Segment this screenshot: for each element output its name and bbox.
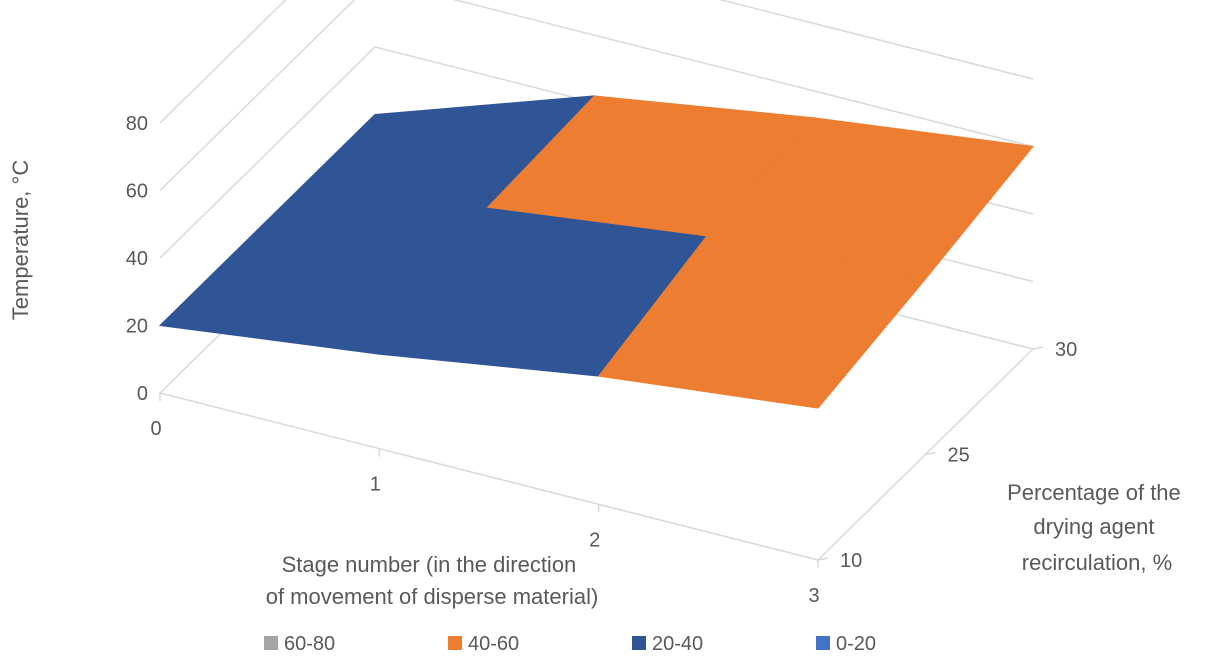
y-tick-label: 25: [948, 445, 970, 467]
x-axis-title-line-1: Stage number (in the direction: [282, 552, 577, 577]
legend-label: 60-80: [284, 633, 335, 655]
legend-swatch: [448, 636, 462, 650]
x-axis-title: Stage number (in the direction of moveme…: [266, 552, 599, 609]
y-tick-label: 30: [1055, 339, 1077, 361]
y-axis-title-line-1: Percentage of the: [1007, 480, 1181, 505]
y-axis-title: Percentage of the drying agent recircula…: [1007, 480, 1187, 575]
axes: 0 20 40 60 80 0 1 2 3 10 25 30: [126, 113, 1078, 607]
z-tick-label: 60: [126, 181, 148, 203]
y-tick-label: 10: [840, 550, 862, 572]
z-tick-label: 0: [137, 383, 148, 405]
y-tick-mark: [1032, 346, 1044, 350]
z-gridline: [159, 0, 1034, 124]
z-gridline: [159, 0, 1034, 192]
x-tick-label: 0: [150, 418, 161, 440]
y-axis-title-line-3: recirculation, %: [1022, 550, 1172, 575]
surface-patch: [597, 236, 927, 409]
y-axis-title-line-2: drying agent: [1033, 514, 1154, 539]
z-tick-label: 40: [126, 248, 148, 270]
z-tick-label: 80: [126, 113, 148, 135]
legend-label: 0-20: [836, 633, 876, 655]
z-tick-label: 20: [126, 316, 148, 338]
z-axis-title: Temperature, °C: [8, 160, 33, 321]
y-tick-mark: [817, 557, 829, 561]
legend-swatch: [264, 636, 278, 650]
legend-swatch: [632, 636, 646, 650]
x-axis-line: [159, 392, 819, 561]
x-axis-title-line-2: of movement of disperse material): [266, 584, 599, 609]
y-tick-mark: [925, 451, 936, 456]
legend: 60-80 40-60 20-40 0-20: [264, 633, 876, 655]
x-tick-label: 1: [370, 474, 381, 496]
legend-label: 20-40: [652, 633, 703, 655]
surface-plot: [158, 95, 1034, 409]
x-tick-label: 3: [808, 585, 819, 607]
x-tick-label: 2: [589, 529, 600, 551]
legend-label: 40-60: [468, 633, 519, 655]
legend-swatch: [816, 636, 830, 650]
